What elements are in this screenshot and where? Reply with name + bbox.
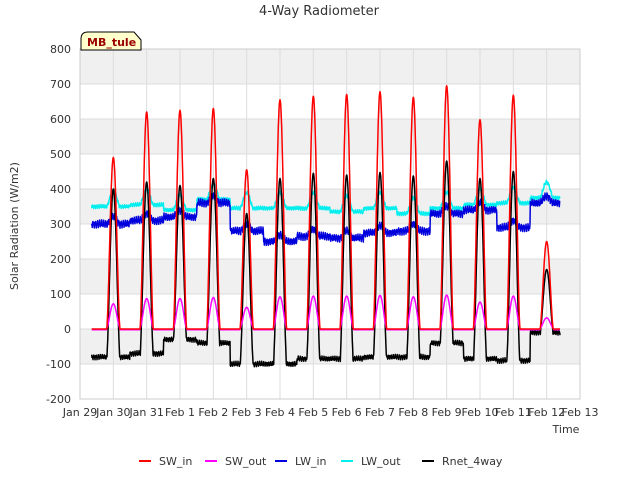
legend-item-sw_out: SW_out	[205, 455, 267, 468]
series-line-lw_out	[90, 179, 561, 217]
y-axis-title: Solar Radiation (W/m2)	[8, 162, 21, 290]
y-tick-label: 100	[50, 288, 71, 301]
x-tick-label: Jan 29	[62, 406, 97, 419]
series-line-rnet_4way	[90, 160, 561, 368]
legend-label: SW_out	[225, 455, 267, 468]
x-tick-label: Feb 2	[198, 406, 228, 419]
legend-label: LW_in	[295, 455, 327, 468]
y-tick-label: 0	[64, 323, 71, 336]
chart-title: 4-Way Radiometer	[259, 4, 380, 19]
series-layer	[90, 85, 561, 368]
y-tick-label: 800	[50, 43, 71, 56]
legend-item-sw_in: SW_in	[139, 455, 192, 468]
y-tick-label: 300	[50, 218, 71, 231]
plot-band	[80, 119, 580, 154]
legend: SW_in SW_out LW_in LW_out Rnet_4way	[139, 455, 503, 468]
y-tick-label: 600	[50, 113, 71, 126]
y-tick-label: 400	[50, 183, 71, 196]
legend-label: Rnet_4way	[442, 455, 503, 468]
x-tick-label: Feb 1	[165, 406, 195, 419]
site-tag-label: MB_tule	[87, 36, 136, 49]
y-axis-ticks: -200 -100 0 100 200 300 400 500 600 700 800	[46, 43, 71, 406]
site-tag: MB_tule	[80, 31, 142, 51]
x-tick-label: Feb 10	[462, 406, 499, 419]
x-tick-label: Feb 11	[495, 406, 532, 419]
y-tick-label: 700	[50, 78, 71, 91]
y-tick-label: -200	[46, 393, 71, 406]
x-tick-label: Jan 30	[95, 406, 130, 419]
y-tick-label: 200	[50, 253, 71, 266]
y-tick-label: 500	[50, 148, 71, 161]
x-tick-label: Feb 9	[432, 406, 462, 419]
x-tick-label: Feb 7	[365, 406, 395, 419]
x-tick-label: Feb 12	[528, 406, 565, 419]
legend-label: LW_out	[361, 455, 401, 468]
legend-item-lw_out: LW_out	[341, 455, 401, 468]
legend-label: SW_in	[159, 455, 192, 468]
x-tick-label: Feb 3	[232, 406, 262, 419]
x-tick-label: Feb 6	[332, 406, 362, 419]
plot-band	[80, 49, 580, 84]
y-tick-label: -100	[46, 358, 71, 371]
plot-frame	[79, 48, 581, 400]
x-tick-label: Feb 4	[265, 406, 295, 419]
plot-band	[80, 259, 580, 294]
x-tick-label: Jan 31	[128, 406, 163, 419]
x-tick-label: Feb 13	[562, 406, 599, 419]
legend-item-lw_in: LW_in	[275, 455, 327, 468]
plot-bands	[80, 49, 580, 364]
x-tick-label: Feb 5	[298, 406, 328, 419]
x-tick-label: Feb 8	[398, 406, 428, 419]
series-line-sw_in	[91, 85, 561, 330]
site-tag-box	[80, 31, 142, 51]
legend-item-rnet_4way: Rnet_4way	[422, 455, 503, 468]
x-axis-title: Time	[552, 423, 580, 436]
